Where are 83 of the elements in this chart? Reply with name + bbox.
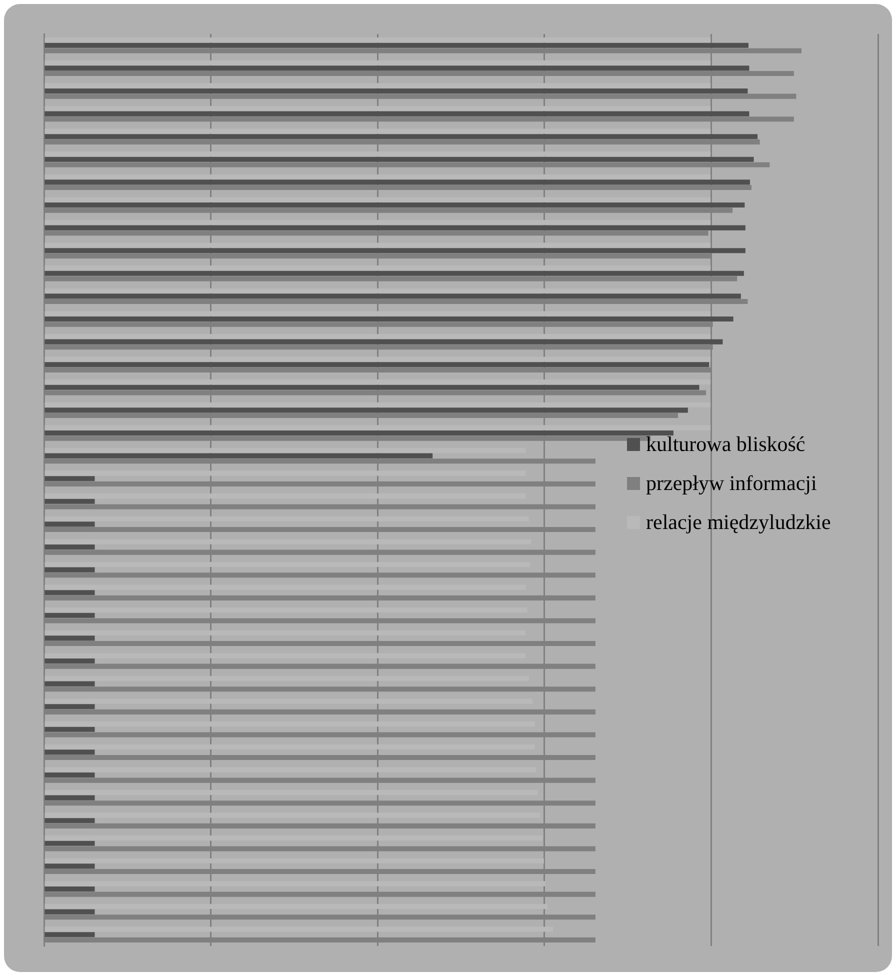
bar: [44, 750, 95, 755]
bar: [44, 270, 744, 276]
bar: [44, 812, 540, 818]
bar: [44, 772, 95, 778]
bar: [44, 681, 95, 686]
bar: [44, 767, 536, 772]
bar: [44, 294, 741, 299]
bar: [44, 494, 526, 499]
bar: [44, 152, 711, 157]
bar: [44, 864, 95, 869]
bar: [44, 836, 542, 841]
bar: [44, 881, 546, 886]
bar: [44, 60, 711, 66]
bar: [44, 128, 711, 134]
bar: [44, 408, 688, 413]
bar: [44, 425, 711, 430]
bar: [44, 380, 711, 385]
bar: [44, 926, 554, 932]
bar: [44, 636, 95, 641]
bar: [44, 180, 750, 185]
bar: [44, 932, 95, 938]
bar: [44, 676, 529, 682]
bar: [44, 498, 95, 504]
bar: [44, 339, 723, 344]
legend-label: kulturowa bliskość: [646, 432, 806, 457]
bar: [44, 362, 710, 368]
bar: [44, 590, 95, 596]
legend-label: przepływ informacji: [646, 471, 817, 496]
bar: [44, 448, 526, 454]
bar: [44, 562, 530, 568]
bar: [44, 858, 544, 864]
bar: [44, 197, 711, 202]
bar: [44, 288, 711, 294]
bar: [44, 744, 535, 750]
bar: [44, 658, 95, 664]
bar: [44, 539, 532, 544]
bar: [44, 818, 95, 824]
bar: [44, 608, 528, 613]
bar: [44, 106, 711, 112]
bar: [44, 430, 674, 436]
bar: [44, 66, 750, 71]
bar: [44, 522, 95, 527]
bar: [44, 630, 526, 636]
bar: [44, 42, 748, 48]
bar: [44, 516, 529, 522]
bar: [44, 111, 750, 116]
bar: [44, 311, 711, 316]
bar: [44, 612, 95, 618]
bar: [44, 653, 526, 658]
bar: [44, 202, 745, 208]
bar: [44, 334, 711, 340]
bar: [44, 242, 711, 248]
bar: [44, 726, 95, 732]
bar: [44, 704, 95, 710]
legend-label: relacje międzyludzkie: [646, 510, 831, 535]
bar: [44, 886, 95, 892]
bar: [44, 38, 711, 43]
bar: [44, 795, 95, 800]
bar: [44, 909, 95, 914]
bar: [44, 134, 758, 140]
bar: [44, 584, 526, 590]
bar: [44, 840, 95, 846]
bar: [44, 722, 535, 727]
bar: [44, 316, 734, 322]
bar: [44, 453, 433, 458]
bar: [44, 225, 746, 230]
bar: [44, 402, 711, 408]
bar: [44, 544, 95, 550]
bar: [44, 356, 711, 362]
bar: [44, 470, 526, 476]
bar: [44, 266, 711, 271]
bar: [44, 698, 533, 704]
bar: [44, 476, 95, 482]
bar: [44, 88, 748, 94]
bar: [44, 790, 538, 796]
bar: [44, 174, 711, 180]
bar: [44, 904, 548, 910]
bar: [44, 220, 711, 226]
bar: [44, 384, 700, 390]
bar: [44, 156, 754, 162]
bar: [44, 567, 95, 572]
bar: [44, 83, 711, 88]
bar: [44, 248, 746, 254]
